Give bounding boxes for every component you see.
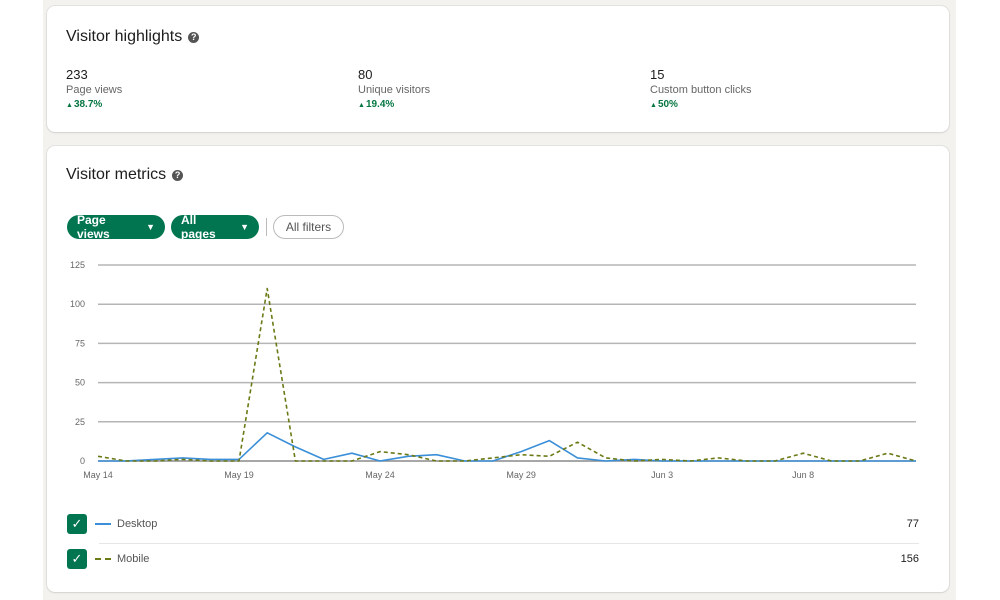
stat-value: 233 <box>66 67 88 82</box>
all-filters-button[interactable]: All filters <box>273 215 344 239</box>
legend-total: 156 <box>900 553 919 565</box>
legend-label: Mobile <box>117 553 150 565</box>
caret-down-icon: ▼ <box>146 222 155 232</box>
x-tick-label: Jun 8 <box>792 470 814 480</box>
visitor-highlights-card: Visitor highlights ? 233 Page views ▲38.… <box>47 6 949 132</box>
stat-value: 15 <box>650 67 665 82</box>
x-tick-label: May 19 <box>224 470 254 480</box>
legend-item-mobile[interactable]: ✓ Mobile 156 <box>67 544 919 574</box>
visitor-metrics-card: Visitor metrics ? Page views ▼ All pages ▼… <box>47 146 949 592</box>
up-triangle-icon: ▲ <box>650 102 657 109</box>
stat-label: Page views <box>66 84 123 96</box>
metric-dropdown-label: Page views <box>77 213 110 241</box>
y-tick-label: 25 <box>75 417 85 427</box>
legend-divider <box>99 543 919 544</box>
legend-total: 77 <box>906 518 919 530</box>
visitor-highlights-heading: Visitor highlights <box>66 28 183 45</box>
up-triangle-icon: ▲ <box>358 102 365 109</box>
x-tick-label: May 29 <box>506 470 536 480</box>
metric-dropdown-button[interactable]: Page views ▼ <box>67 213 165 241</box>
stat-custom-button-clicks: 15 Custom button clicks ▲50% <box>650 67 751 110</box>
filter-divider <box>266 218 267 236</box>
help-icon[interactable]: ? <box>172 169 184 181</box>
all-filters-label: All filters <box>285 220 332 234</box>
checkbox-checked-icon[interactable]: ✓ <box>67 514 87 534</box>
stat-change-value: 19.4% <box>365 99 395 110</box>
line-chart: 0 25 50 75 100 125 May 14 May 19 May 24 May 29 Jun… <box>70 260 917 480</box>
legend-item-desktop[interactable]: ✓ Desktop 77 <box>67 509 919 539</box>
stat-page-views: 233 Page views ▲38.7% <box>66 67 122 110</box>
x-tick-label: May 14 <box>83 470 113 480</box>
stat-change-value: 50% <box>657 99 678 110</box>
caret-down-icon: ▼ <box>240 222 249 232</box>
y-tick-label: 125 <box>70 260 85 270</box>
visitor-highlights-title: Visitor highlights ? <box>66 28 200 46</box>
pages-dropdown-label: All pages <box>181 213 216 241</box>
help-icon[interactable]: ? <box>188 31 200 43</box>
stat-change: ▲38.7% <box>66 99 122 110</box>
stat-label: Custom button clicks <box>650 84 752 96</box>
stat-value: 80 <box>358 67 373 82</box>
checkbox-checked-icon[interactable]: ✓ <box>67 549 87 569</box>
stat-change-value: 38.7% <box>73 99 103 110</box>
x-tick-label: May 24 <box>365 470 395 480</box>
y-tick-label: 100 <box>70 299 85 309</box>
x-tick-label: Jun 3 <box>651 470 673 480</box>
y-tick-label: 75 <box>75 338 85 348</box>
mobile-line-swatch <box>95 558 111 560</box>
pages-dropdown-button[interactable]: All pages ▼ <box>171 213 259 241</box>
stat-label: Unique visitors <box>358 84 431 96</box>
mobile-series-line <box>97 287 917 462</box>
y-tick-label: 0 <box>80 456 85 466</box>
desktop-series-line <box>98 431 916 462</box>
up-triangle-icon: ▲ <box>66 102 73 109</box>
visitor-metrics-title: Visitor metrics ? <box>66 166 184 184</box>
desktop-line-swatch <box>95 523 111 525</box>
visitor-metrics-heading: Visitor metrics <box>66 166 167 183</box>
legend-label: Desktop <box>117 518 158 530</box>
stat-change: ▲19.4% <box>358 99 430 110</box>
stat-change: ▲50% <box>650 99 751 110</box>
stat-unique-visitors: 80 Unique visitors ▲19.4% <box>358 67 430 110</box>
y-tick-label: 50 <box>75 378 85 388</box>
